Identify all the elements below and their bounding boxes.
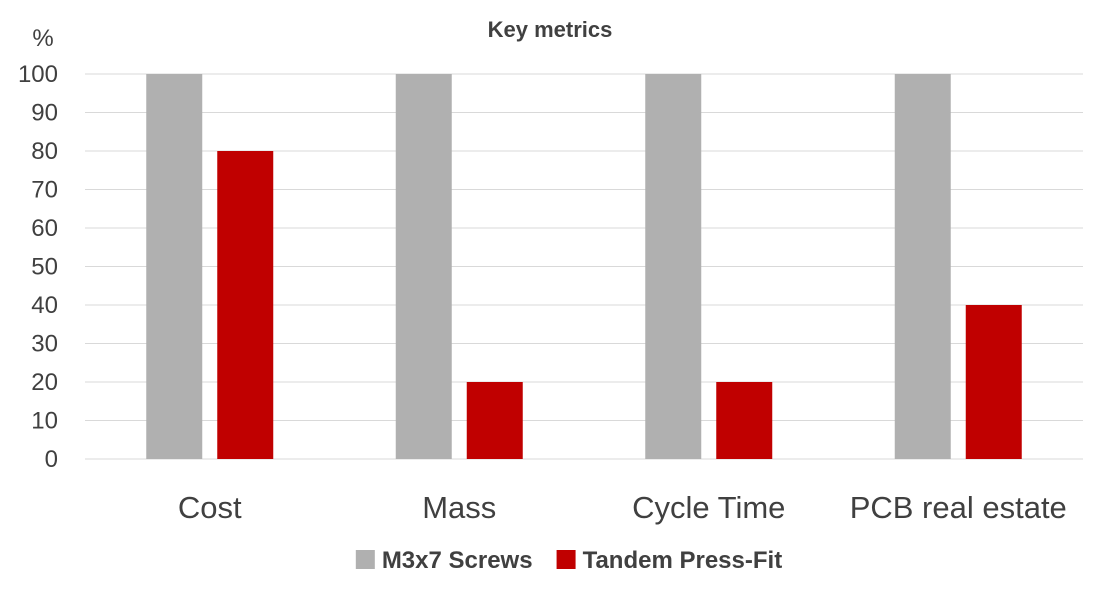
- y-tick-label: 60: [31, 215, 58, 242]
- legend-swatch: [355, 550, 375, 569]
- y-tick-label: 0: [45, 446, 58, 473]
- y-tick-label: 20: [31, 369, 58, 396]
- chart-title: Key metrics: [488, 17, 613, 42]
- bar-cycle-time-series-1: [645, 74, 702, 459]
- y-tick-label: 90: [31, 100, 58, 127]
- y-axis-ticks: 0 10 20 30 40 50 60 70 80 90 100: [18, 61, 58, 473]
- x-category-label: Cost: [178, 490, 242, 525]
- bar-pcb-real-estate-series-1: [894, 74, 951, 459]
- bar-pcb-real-estate-series-2: [965, 305, 1022, 459]
- y-tick-label: 40: [31, 292, 58, 319]
- legend-item-1: M3x7 Screws: [355, 547, 533, 574]
- legend-swatch: [556, 550, 576, 569]
- legend-label: M3x7 Screws: [382, 547, 533, 574]
- bars: [146, 74, 1022, 459]
- y-tick-label: 30: [31, 331, 58, 358]
- legend-item-2: Tandem Press-Fit: [556, 547, 783, 574]
- y-tick-label: 50: [31, 254, 58, 281]
- y-tick-label: 10: [31, 408, 58, 435]
- legend: M3x7 Screws Tandem Press-Fit: [355, 547, 783, 574]
- bar-cost-series-2: [217, 151, 274, 459]
- y-tick-label: 100: [18, 61, 58, 88]
- x-category-label: Cycle Time: [632, 490, 785, 525]
- bar-cost-series-1: [146, 74, 203, 459]
- bar-mass-series-1: [395, 74, 452, 459]
- y-axis-label: %: [32, 25, 53, 52]
- y-tick-label: 80: [31, 138, 58, 165]
- bar-mass-series-2: [466, 382, 523, 459]
- legend-label: Tandem Press-Fit: [583, 547, 783, 574]
- y-tick-label: 70: [31, 177, 58, 204]
- x-category-label: Mass: [422, 490, 496, 525]
- bar-cycle-time-series-2: [716, 382, 773, 459]
- x-axis-categories: Cost Mass Cycle Time PCB real estate: [178, 490, 1067, 525]
- x-category-label: PCB real estate: [850, 490, 1067, 525]
